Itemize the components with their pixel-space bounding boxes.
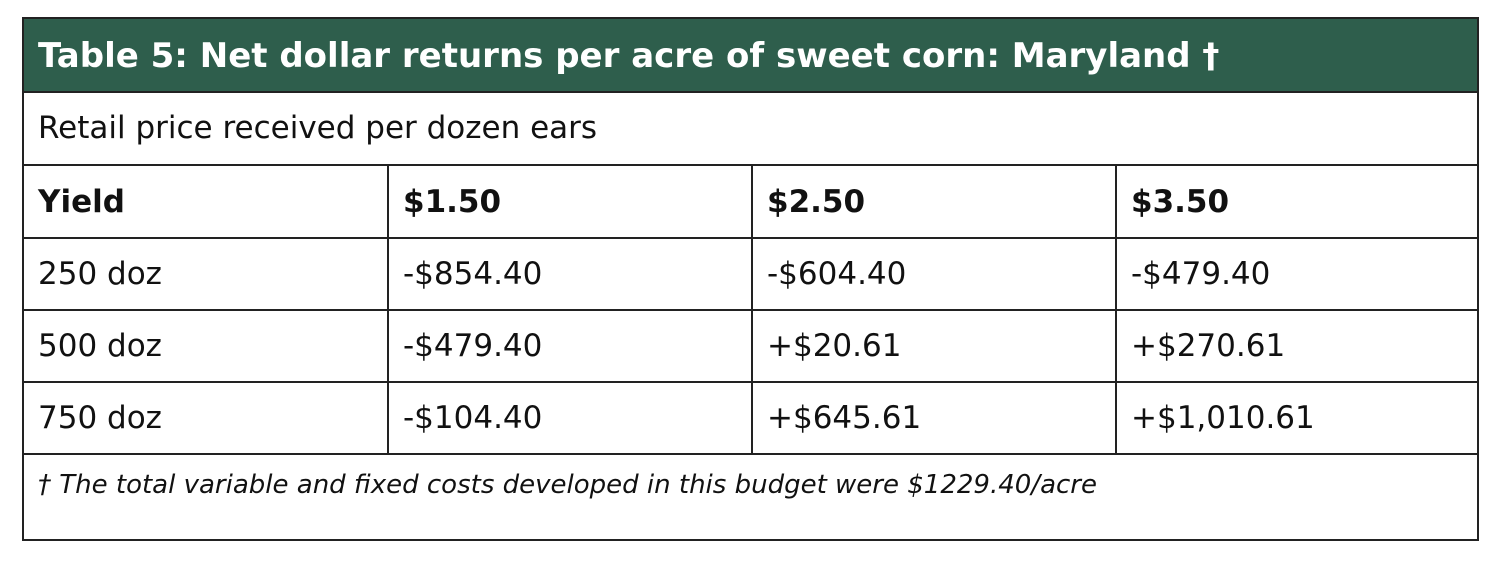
data-grid: Yield $1.50 $2.50 $3.50 250 doz -$854.40… xyxy=(24,166,1477,455)
column-header-price-2: $2.50 xyxy=(752,166,1117,239)
column-header-yield: Yield xyxy=(24,166,389,239)
table-footnote: † The total variable and fixed costs dev… xyxy=(38,470,1097,500)
value-cell: -$479.40 xyxy=(388,310,753,383)
header-row: Yield $1.50 $2.50 $3.50 xyxy=(24,166,1477,239)
value-cell: -$604.40 xyxy=(752,238,1117,311)
table-row: 750 doz -$104.40 +$645.61 +$1,010.61 xyxy=(24,382,1477,455)
table-title: Table 5: Net dollar returns per acre of … xyxy=(24,19,1477,93)
value-cell: +$20.61 xyxy=(752,310,1117,383)
column-header-price-1: $1.50 xyxy=(388,166,753,239)
value-cell: -$104.40 xyxy=(388,382,753,455)
table-row: 500 doz -$479.40 +$20.61 +$270.61 xyxy=(24,310,1477,383)
table-row: 250 doz -$854.40 -$604.40 -$479.40 xyxy=(24,238,1477,311)
yield-cell: 500 doz xyxy=(24,310,389,383)
value-cell: -$854.40 xyxy=(388,238,753,311)
table-subheader: Retail price received per dozen ears xyxy=(24,93,1477,166)
value-cell: +$1,010.61 xyxy=(1116,382,1477,455)
yield-cell: 750 doz xyxy=(24,382,389,455)
yield-cell: 250 doz xyxy=(24,238,389,311)
value-cell: -$479.40 xyxy=(1116,238,1477,311)
value-cell: +$645.61 xyxy=(752,382,1117,455)
column-header-price-3: $3.50 xyxy=(1116,166,1477,239)
returns-table: Table 5: Net dollar returns per acre of … xyxy=(22,17,1479,541)
value-cell: +$270.61 xyxy=(1116,310,1477,383)
